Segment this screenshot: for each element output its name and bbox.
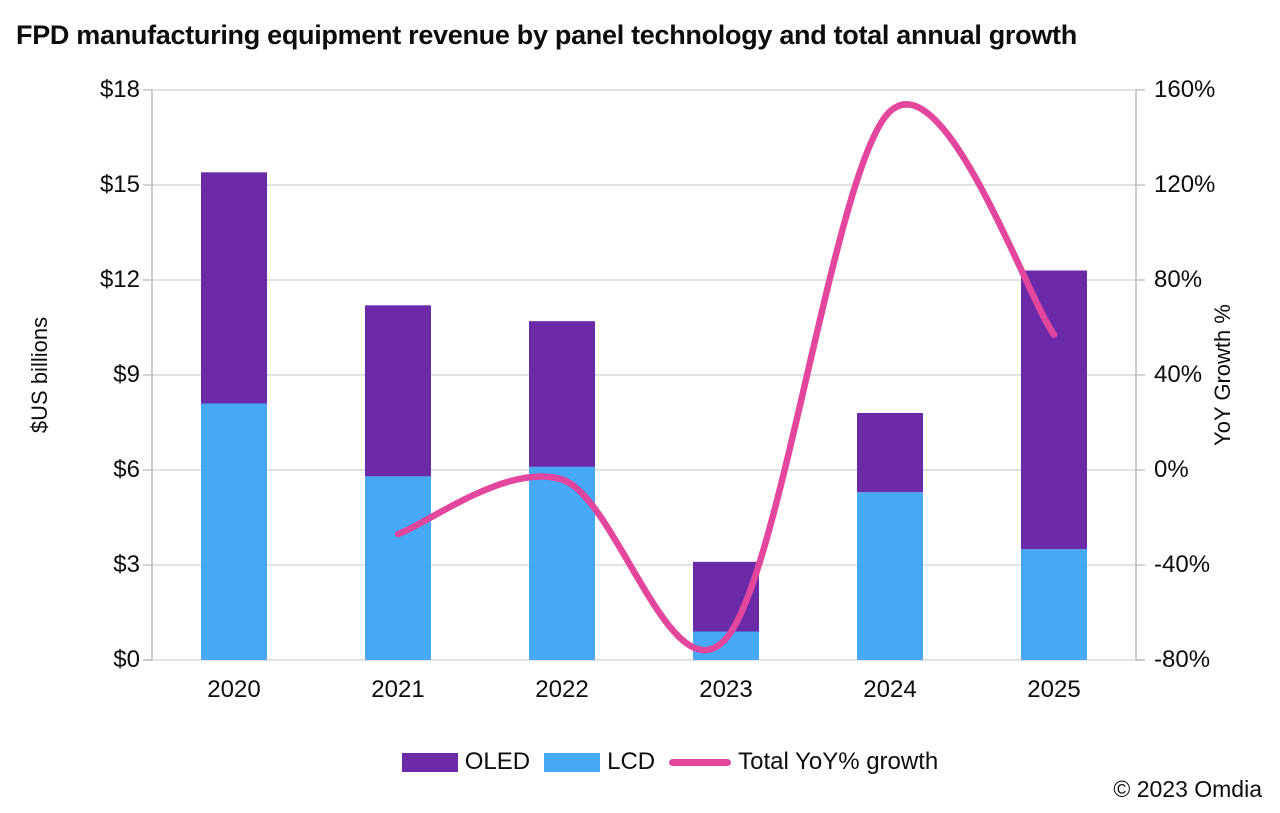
legend-label-growth-line: Total YoY% growth: [738, 748, 939, 775]
growth-line: [394, 101, 1058, 653]
y-right-tick-label: 40%: [1154, 361, 1203, 388]
y-left-axis-title: $US billions: [27, 316, 52, 434]
x-tick-label-2020: 2020: [207, 676, 261, 703]
lcd-legend-swatch: [544, 752, 601, 772]
y-right-tick-label: 160%: [1154, 76, 1216, 103]
legend-item-oled: OLED: [401, 748, 531, 776]
chart-legend: OLED LCD Total YoY% growth: [60, 744, 1280, 780]
legend-label-lcd: LCD: [607, 748, 656, 775]
bar-segment-oled-2020: [201, 172, 267, 404]
bar-segment-oled-2024: [857, 413, 923, 493]
bar-segment-oled-2021: [365, 305, 431, 477]
oled-legend-swatch: [401, 752, 458, 772]
y-left-tick-label: $9: [113, 361, 140, 388]
bar-segment-lcd-2020: [201, 403, 267, 660]
copyright-text: © 2023 Omdia: [1113, 776, 1262, 802]
growth-line-legend-swatch: [669, 758, 732, 766]
x-tick-label-2023: 2023: [699, 676, 753, 703]
bar-segment-lcd-2021: [365, 476, 431, 660]
bar-segment-lcd-2024: [857, 492, 923, 660]
y-left-tick-label: $12: [99, 266, 140, 293]
y-left-tick-label: $0: [113, 646, 140, 673]
y-right-tick-label: 80%: [1154, 266, 1203, 293]
y-right-tick-label: 0%: [1154, 456, 1189, 483]
y-left-tick-label: $6: [113, 456, 140, 483]
x-tick-label-2022: 2022: [535, 676, 589, 703]
y-right-tick-label: -40%: [1154, 551, 1211, 578]
y-right-axis-title: YoY Growth %: [1210, 304, 1235, 446]
y-right-tick-label: 120%: [1154, 171, 1216, 198]
x-tick-label-2021: 2021: [371, 676, 425, 703]
x-tick-label-2024: 2024: [863, 676, 917, 703]
legend-item-growth-line: Total YoY% growth: [669, 748, 938, 776]
legend-item-lcd: LCD: [544, 748, 655, 776]
chart-title: FPD manufacturing equipment revenue by p…: [16, 20, 1077, 50]
bar-segment-lcd-2025: [1021, 549, 1087, 660]
y-left-tick-label: $3: [113, 551, 140, 578]
y-left-tick-label: $15: [99, 171, 140, 198]
y-left-tick-label: $18: [99, 76, 140, 103]
x-tick-label-2025: 2025: [1027, 676, 1081, 703]
y-right-tick-label: -80%: [1154, 646, 1211, 673]
bar-segment-oled-2022: [529, 321, 595, 467]
legend-label-oled: OLED: [464, 748, 531, 775]
bar-segment-oled-2025: [1021, 270, 1087, 550]
